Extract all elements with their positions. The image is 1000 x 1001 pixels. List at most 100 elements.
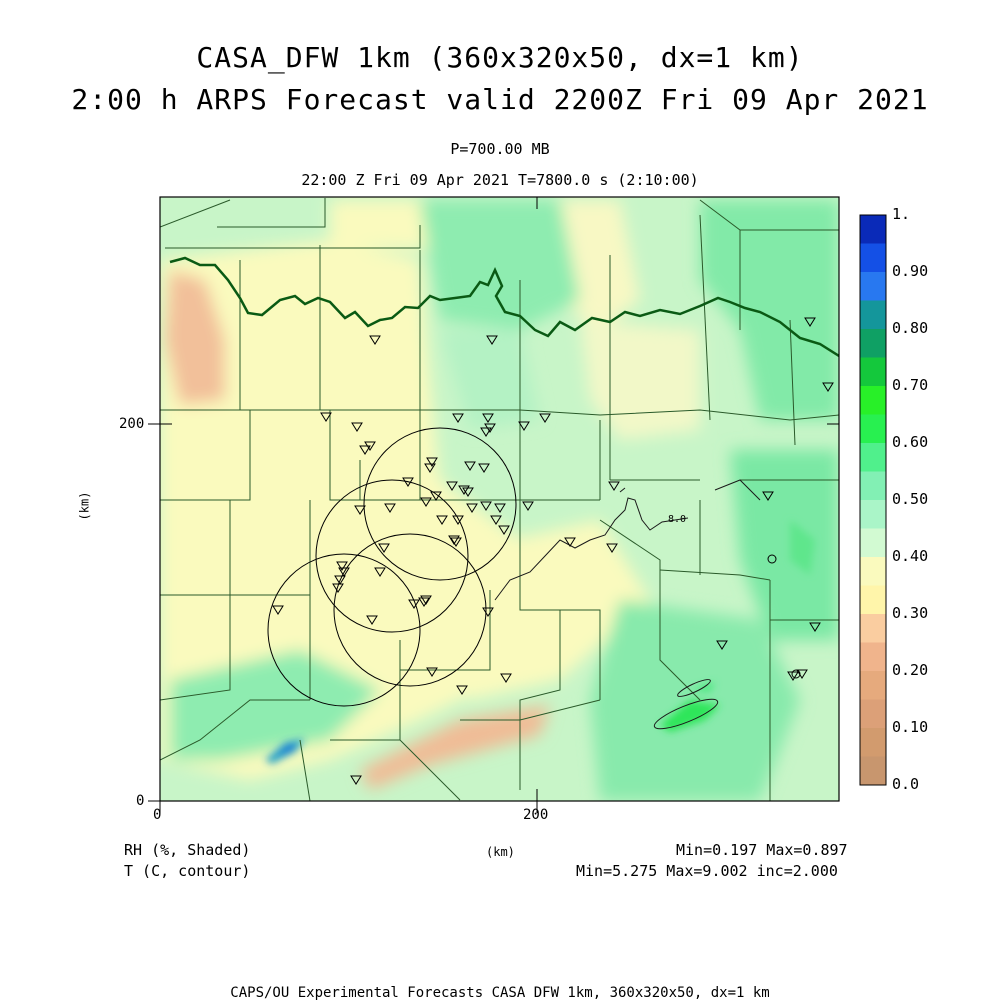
- station-marker: [332, 583, 344, 593]
- colorbar-label: 0.0: [892, 775, 920, 793]
- colorbar-label: 0.80: [892, 319, 929, 337]
- station-marker: [374, 567, 386, 577]
- station-marker: [452, 413, 464, 423]
- station-marker: [420, 595, 432, 605]
- colorbar-swatch: [860, 728, 886, 757]
- station-marker: [354, 505, 366, 515]
- station-marker: [482, 607, 494, 617]
- radar-ring: [363, 427, 517, 581]
- colorbar-label: 0.90: [892, 262, 929, 280]
- station-marker: [359, 445, 371, 455]
- station-marker: [446, 481, 458, 491]
- station-marker: [480, 501, 492, 511]
- station-marker: [480, 427, 492, 437]
- radar-ring: [315, 479, 469, 633]
- station-marker: [426, 457, 438, 467]
- station-marker: [366, 615, 378, 625]
- station-marker: [564, 537, 576, 547]
- colorbar-swatch: [860, 300, 886, 330]
- station-marker: [408, 599, 420, 609]
- station-marker: [522, 501, 534, 511]
- colorbar-swatch: [860, 756, 886, 786]
- station-marker: [716, 640, 728, 650]
- colorbar-swatch: [860, 528, 886, 558]
- station-marker: [426, 667, 438, 677]
- station-marker: [384, 503, 396, 513]
- station-marker: [334, 575, 346, 585]
- x-tick-label: 200: [523, 807, 549, 823]
- colorbar-swatch: [860, 500, 886, 529]
- station-marker: [762, 491, 774, 501]
- map-title-line2: 2:00 h ARPS Forecast valid 2200Z Fri 09 …: [71, 83, 929, 116]
- colorbar-swatch: [860, 272, 886, 301]
- station-marker: [767, 554, 777, 564]
- rh-shaded-field: [160, 197, 839, 801]
- station-marker: [272, 605, 284, 615]
- colorbar-label: 1.: [892, 205, 911, 223]
- station-markers: [272, 317, 834, 785]
- station-marker: [518, 421, 530, 431]
- station-marker: [494, 503, 506, 513]
- station-marker: [448, 535, 460, 545]
- colorbar-label: 0.70: [892, 376, 929, 394]
- valid-time-label: 22:00 Z Fri 09 Apr 2021 T=7800.0 s (2:10…: [301, 171, 699, 189]
- colorbar-label: 0.20: [892, 661, 929, 679]
- station-marker: [466, 503, 478, 513]
- colorbar-swatch: [860, 642, 886, 672]
- colorbar-label: 0.50: [892, 490, 929, 508]
- station-marker: [608, 481, 620, 491]
- colorbar-swatch: [860, 471, 886, 501]
- station-marker: [498, 525, 510, 535]
- station-marker: [402, 477, 414, 487]
- station-marker: [450, 537, 462, 547]
- colorbar-swatch: [860, 329, 886, 358]
- colorbar-swatch: [860, 443, 886, 472]
- y-axis-unit: (km): [77, 491, 92, 521]
- colorbar-swatch: [860, 699, 886, 729]
- station-marker: [791, 669, 801, 679]
- t-min-max: Min=5.275 Max=9.002 inc=2.000: [576, 862, 838, 880]
- station-marker: [464, 461, 476, 471]
- colorbar-label: 0.60: [892, 433, 929, 451]
- station-marker: [458, 485, 470, 495]
- station-marker: [336, 561, 348, 571]
- colorbar-swatch: [860, 357, 886, 387]
- station-marker: [320, 412, 332, 422]
- station-marker: [539, 413, 551, 423]
- colorbar: [860, 215, 886, 786]
- rh-min-max: Min=0.197 Max=0.897: [676, 841, 848, 859]
- y-tick-label: 200: [119, 416, 145, 432]
- station-marker: [378, 543, 390, 553]
- rh-field-name: RH (%, Shaded): [124, 841, 251, 859]
- radar-ring: [267, 553, 421, 707]
- radar-range-rings: [267, 427, 517, 707]
- station-marker: [420, 497, 432, 507]
- station-marker: [787, 671, 799, 681]
- station-marker: [338, 567, 350, 577]
- station-marker: [490, 515, 502, 525]
- colorbar-swatch: [860, 671, 886, 700]
- station-marker: [418, 597, 430, 607]
- station-marker: [822, 382, 834, 392]
- colorbar-swatch: [860, 243, 886, 273]
- county-boundaries: [160, 198, 839, 801]
- station-marker: [606, 543, 618, 553]
- station-marker: [809, 622, 821, 632]
- station-marker: [462, 487, 474, 497]
- station-marker: [369, 335, 381, 345]
- station-marker: [436, 515, 448, 525]
- colorbar-swatch: [860, 614, 886, 643]
- station-marker: [351, 422, 363, 432]
- y-tick-label: 0: [136, 793, 145, 809]
- station-marker: [500, 673, 512, 683]
- radar-ring: [333, 533, 487, 687]
- colorbar-label: 0.40: [892, 547, 929, 565]
- station-marker: [804, 317, 816, 327]
- axis-ticks: [148, 197, 839, 813]
- x-tick-label: 0: [153, 807, 162, 823]
- station-marker: [486, 335, 498, 345]
- map-title-line1: CASA_DFW 1km (360x320x50, dx=1 km): [196, 41, 804, 74]
- credit-line: CAPS/OU Experimental Forecasts CASA DFW …: [230, 985, 770, 1001]
- station-marker: [350, 775, 362, 785]
